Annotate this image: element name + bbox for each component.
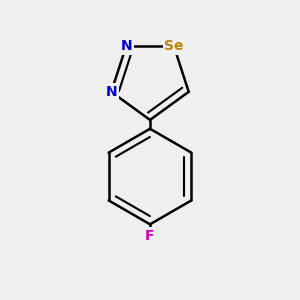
Text: N: N <box>106 85 117 99</box>
Text: Se: Se <box>164 39 184 53</box>
Text: F: F <box>145 229 155 243</box>
Text: N: N <box>120 39 132 53</box>
